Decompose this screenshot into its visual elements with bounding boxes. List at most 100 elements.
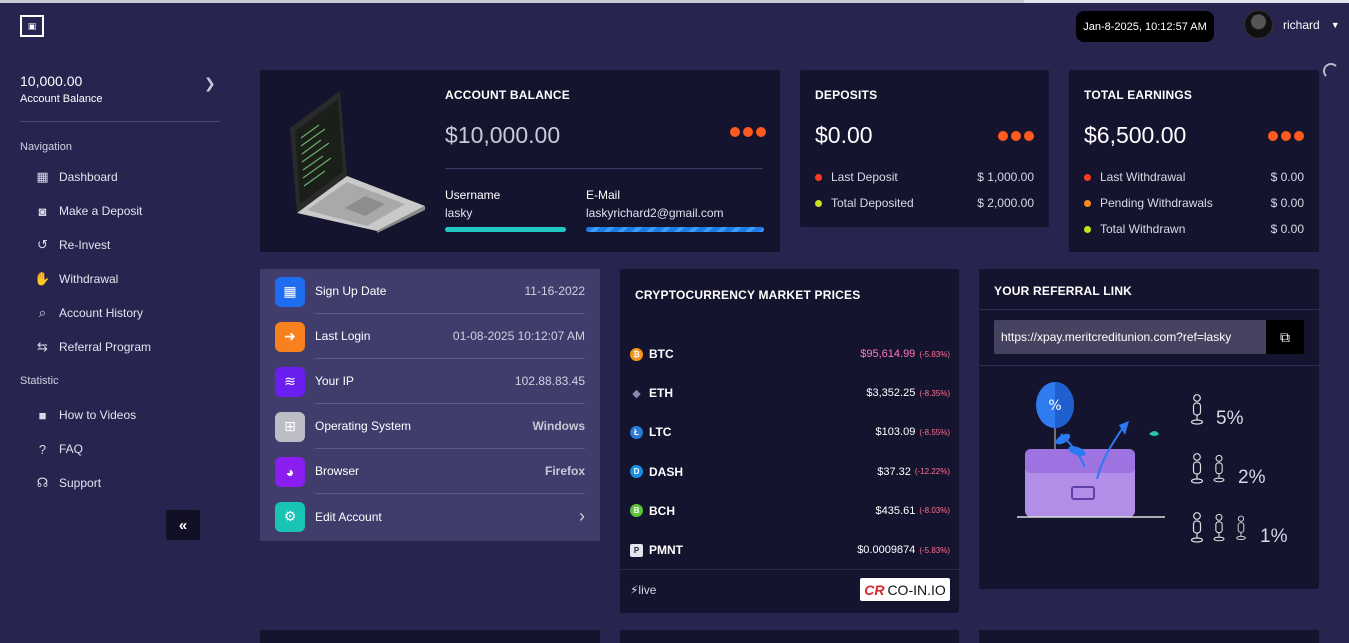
avatar (1244, 10, 1273, 39)
summary-value: $ 2,000.00 (977, 196, 1034, 210)
sidebar-item-label: Dashboard (59, 170, 118, 184)
sidebar-item-referral-program[interactable]: ⇆ Referral Program (35, 336, 151, 358)
coin-change: (-5.83%) (919, 545, 950, 555)
account-balance-title: ACCOUNT BALANCE (445, 88, 570, 102)
person-icon (1190, 452, 1204, 489)
info-row-edit-account[interactable]: ⚙ Edit Account › (275, 494, 585, 539)
site-logo[interactable]: ▣ (20, 15, 44, 37)
sidebar-item-support[interactable]: ☊ Support (35, 472, 101, 494)
more-dots-icon[interactable] (730, 127, 766, 137)
summary-label: Last Withdrawal (1100, 170, 1186, 184)
person-icon (1213, 454, 1226, 487)
sidebar-item-faq[interactable]: ? FAQ (35, 438, 83, 460)
coin-price: $0.0009874 (857, 544, 916, 556)
referral-card: YOUR REFERRAL LINK https://xpay.meritcre… (979, 269, 1319, 589)
person-icon (1190, 511, 1204, 548)
account-info-list: ▦ Sign Up Date 11-16-2022 ➜ Last Login 01-08-… (260, 269, 600, 541)
pmnt-coin-icon: P (630, 543, 643, 557)
info-row-body: Edit Account › (315, 494, 585, 539)
coin-row-ltc: Ł LTC $103.09 (-8.55%) (630, 422, 950, 442)
coin-price: $3,352.25 (866, 387, 916, 400)
sidebar-item-label: Withdrawal (59, 272, 119, 286)
referral-tier: 5% (1190, 393, 1243, 430)
info-row-body: Browser Firefox (315, 449, 585, 494)
info-label: Sign Up Date (315, 284, 387, 298)
summary-value: $ 0.00 (1270, 170, 1304, 184)
summary-label: Last Deposit (831, 170, 898, 184)
bottom-card (979, 630, 1319, 643)
total-earnings-card: TOTAL EARNINGS $6,500.00 Last Withdrawal… (1069, 70, 1319, 252)
coin-symbol: PMNT (649, 543, 683, 557)
coin-row-bch: B BCH $435.61 (-8.03%) (630, 501, 950, 521)
info-row-body: Operating System Windows (315, 404, 585, 449)
login-icon: ➜ (275, 321, 305, 352)
account-balance-card: ACCOUNT BALANCE $10,000.00 Username lask… (260, 70, 780, 252)
ltc-coin-icon: Ł (630, 425, 643, 439)
person-icon (1235, 515, 1246, 545)
coin-symbol: BCH (649, 503, 675, 518)
nav-heading: Navigation (20, 141, 72, 153)
referral-link-field[interactable]: https://xpay.meritcreditunion.com?ref=la… (994, 320, 1266, 354)
sidebar-item-how-to-videos[interactable]: ■ How to Videos (35, 404, 137, 426)
user-menu[interactable]: richard ▼ (1244, 10, 1340, 39)
coin-symbol: BTC (649, 347, 674, 361)
email-label: E-Mail (586, 188, 621, 202)
status-dot-icon (815, 173, 822, 181)
status-dot-icon (815, 199, 822, 207)
chevron-right-icon[interactable]: ❯ (204, 75, 216, 91)
search-dollar-icon: ⌕ (38, 305, 47, 320)
coin-change: (-8.55%) (919, 427, 950, 437)
info-row-body: Sign Up Date 11-16-2022 (315, 269, 585, 314)
divider (979, 309, 1319, 310)
sidebar-balance-value: 10,000.00 (20, 73, 83, 89)
username-label: richard (1283, 17, 1320, 32)
history-icon: ↺ (37, 237, 48, 252)
video-icon: ■ (38, 407, 47, 423)
info-value: Windows (532, 419, 585, 433)
info-row-operating-system: ⊞ Operating System Windows (275, 404, 585, 449)
earnings-amount: $6,500.00 (1084, 122, 1187, 148)
copy-icon[interactable]: ⧉ (1266, 320, 1304, 354)
btc-coin-icon: ₿ (630, 347, 643, 361)
sidebar-item-label: Re-Invest (59, 238, 111, 252)
sidebar-item-label: FAQ (59, 442, 84, 456)
status-dot-icon (1084, 199, 1091, 207)
sidebar-item-account-history[interactable]: ⌕ Account History (35, 302, 143, 324)
referral-illustration: % (1017, 382, 1165, 518)
laptop-illustration (290, 91, 425, 233)
windows-icon: ⊞ (275, 411, 305, 442)
divider (445, 168, 763, 169)
coin-row-btc: ₿ BTC $95,614.99 (-5.83%) (630, 344, 950, 364)
deposits-card: DEPOSITS $0.00 Last Deposit $ 1,000.00 Tot… (800, 70, 1049, 227)
collapse-sidebar-button[interactable]: « (166, 510, 200, 540)
calendar-icon: ▦ (275, 276, 305, 307)
question-icon: ? (38, 441, 47, 457)
more-dots-icon[interactable] (998, 131, 1034, 141)
coin-row-eth: ◆ ETH $3,352.25 (-8.35%) (630, 383, 950, 403)
tier-percent: 1% (1260, 526, 1288, 547)
grid-icon: ▦ (36, 169, 49, 184)
status-dot-icon (1084, 225, 1091, 233)
sidebar-item-make-a-deposit[interactable]: ◙ Make a Deposit (35, 200, 143, 222)
sidebar-item-label: Referral Program (59, 340, 152, 354)
earnings-title: TOTAL EARNINGS (1084, 88, 1193, 102)
coin-price: $37.32 (877, 465, 911, 478)
summary-value: $ 0.00 (1270, 222, 1304, 236)
referral-title: YOUR REFERRAL LINK (994, 284, 1133, 298)
sidebar-item-re-invest[interactable]: ↺ Re-Invest (35, 234, 110, 256)
sidebar-item-withdrawal[interactable]: ✋ Withdrawal (34, 268, 119, 290)
summary-row: Last Deposit $ 1,000.00 (815, 169, 1034, 185)
sidebar-item-label: Make a Deposit (59, 204, 143, 218)
svg-text:%: % (1048, 398, 1061, 414)
info-row-your-ip: ≋ Your IP 102.88.83.45 (275, 359, 585, 404)
coin-row-dash: D DASH $37.32 (-12.22%) (630, 462, 950, 482)
coin-io-logo[interactable]: CR CO-IN.IO (860, 578, 950, 601)
status-dot-icon (1084, 173, 1091, 181)
more-dots-icon[interactable] (1268, 131, 1304, 141)
crypto-title: CRYPTOCURRENCY MARKET PRICES (635, 288, 861, 302)
summary-row: Pending Withdrawals $ 0.00 (1084, 195, 1304, 211)
chevron-right-icon[interactable]: › (579, 506, 585, 526)
deposits-title: DEPOSITS (815, 88, 878, 102)
eth-coin-icon: ◆ (632, 387, 641, 400)
sidebar-item-dashboard[interactable]: ▦ Dashboard (35, 166, 118, 188)
